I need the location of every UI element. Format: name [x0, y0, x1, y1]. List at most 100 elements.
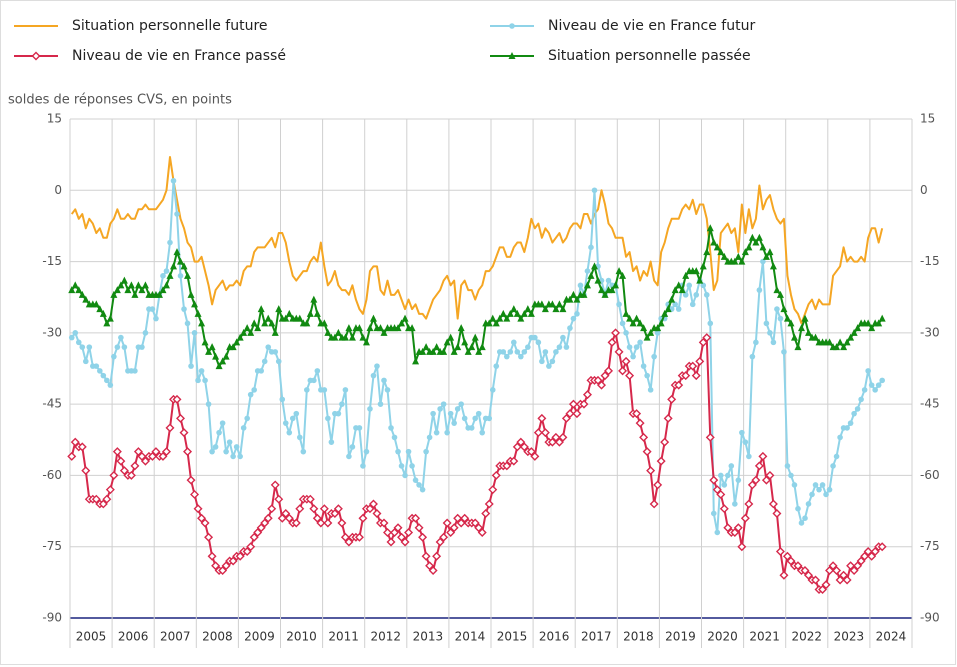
marker	[493, 363, 500, 369]
marker	[216, 429, 222, 436]
marker	[91, 494, 101, 504]
marker	[508, 52, 516, 59]
marker	[176, 413, 186, 423]
marker	[229, 343, 237, 351]
marker	[678, 286, 686, 294]
marker	[113, 286, 121, 294]
marker	[167, 239, 173, 246]
y2-tick-label: -60	[920, 468, 940, 482]
marker	[102, 494, 112, 504]
marker	[486, 415, 493, 422]
marker	[716, 489, 726, 499]
marker	[788, 472, 794, 479]
marker	[334, 328, 342, 336]
marker	[243, 324, 251, 332]
marker	[111, 353, 117, 360]
marker	[275, 358, 282, 365]
marker	[103, 319, 111, 327]
marker	[312, 513, 322, 523]
x-tick-label: 2007	[160, 630, 191, 644]
marker	[379, 518, 389, 528]
marker	[863, 546, 873, 556]
marker	[404, 527, 414, 537]
marker	[593, 375, 603, 385]
marker	[165, 423, 175, 433]
marker	[158, 451, 168, 461]
marker	[289, 415, 296, 422]
marker	[134, 281, 142, 289]
marker	[400, 537, 410, 547]
marker	[147, 451, 157, 461]
marker	[391, 434, 398, 441]
marker	[608, 286, 616, 294]
marker	[99, 309, 107, 317]
marker	[772, 508, 782, 518]
marker	[526, 447, 536, 457]
marker	[454, 343, 462, 351]
marker	[430, 410, 436, 417]
marker	[247, 391, 254, 398]
marker	[204, 532, 214, 542]
marker	[777, 315, 784, 322]
marker	[749, 353, 756, 360]
marker	[773, 286, 781, 294]
marker	[786, 556, 796, 566]
marker	[826, 338, 834, 346]
marker	[858, 396, 864, 403]
marker	[305, 494, 315, 504]
marker	[753, 339, 759, 346]
marker	[137, 451, 147, 461]
marker	[71, 281, 79, 289]
marker	[397, 532, 407, 542]
marker	[408, 324, 416, 332]
marker	[433, 343, 441, 351]
marker	[502, 461, 512, 471]
marker	[590, 262, 598, 270]
marker	[552, 305, 560, 313]
marker	[756, 287, 763, 293]
marker	[868, 324, 876, 332]
marker	[460, 513, 470, 523]
marker	[818, 584, 828, 594]
marker	[612, 281, 620, 289]
marker	[208, 343, 216, 351]
marker	[875, 382, 882, 388]
marker	[345, 324, 353, 332]
y-tick-label: -30	[42, 325, 62, 339]
marker	[160, 273, 166, 279]
marker	[489, 387, 496, 393]
marker	[503, 314, 511, 322]
marker	[261, 358, 268, 365]
y2-tick-label: -15	[920, 254, 940, 268]
marker	[475, 410, 482, 417]
marker	[675, 281, 683, 289]
x-tick-label: 2015	[497, 630, 528, 644]
marker	[654, 324, 662, 332]
marker	[205, 401, 212, 407]
marker	[656, 456, 666, 466]
marker	[748, 233, 756, 241]
marker	[381, 377, 387, 384]
marker	[720, 252, 728, 260]
marker	[453, 513, 463, 523]
marker	[170, 177, 177, 184]
marker	[395, 448, 401, 455]
marker	[172, 394, 182, 404]
marker	[181, 306, 187, 312]
y2-tick-label: -90	[920, 611, 940, 625]
marker	[118, 334, 124, 341]
marker	[263, 513, 273, 523]
marker	[228, 556, 238, 566]
marker	[800, 565, 810, 575]
marker	[237, 453, 243, 460]
marker	[767, 330, 773, 336]
marker	[394, 324, 402, 332]
marker	[775, 546, 785, 556]
marker	[416, 482, 422, 488]
marker	[250, 319, 258, 327]
marker	[805, 501, 812, 507]
marker	[747, 480, 757, 490]
marker	[507, 349, 514, 355]
marker	[538, 300, 546, 308]
marker	[81, 466, 91, 476]
